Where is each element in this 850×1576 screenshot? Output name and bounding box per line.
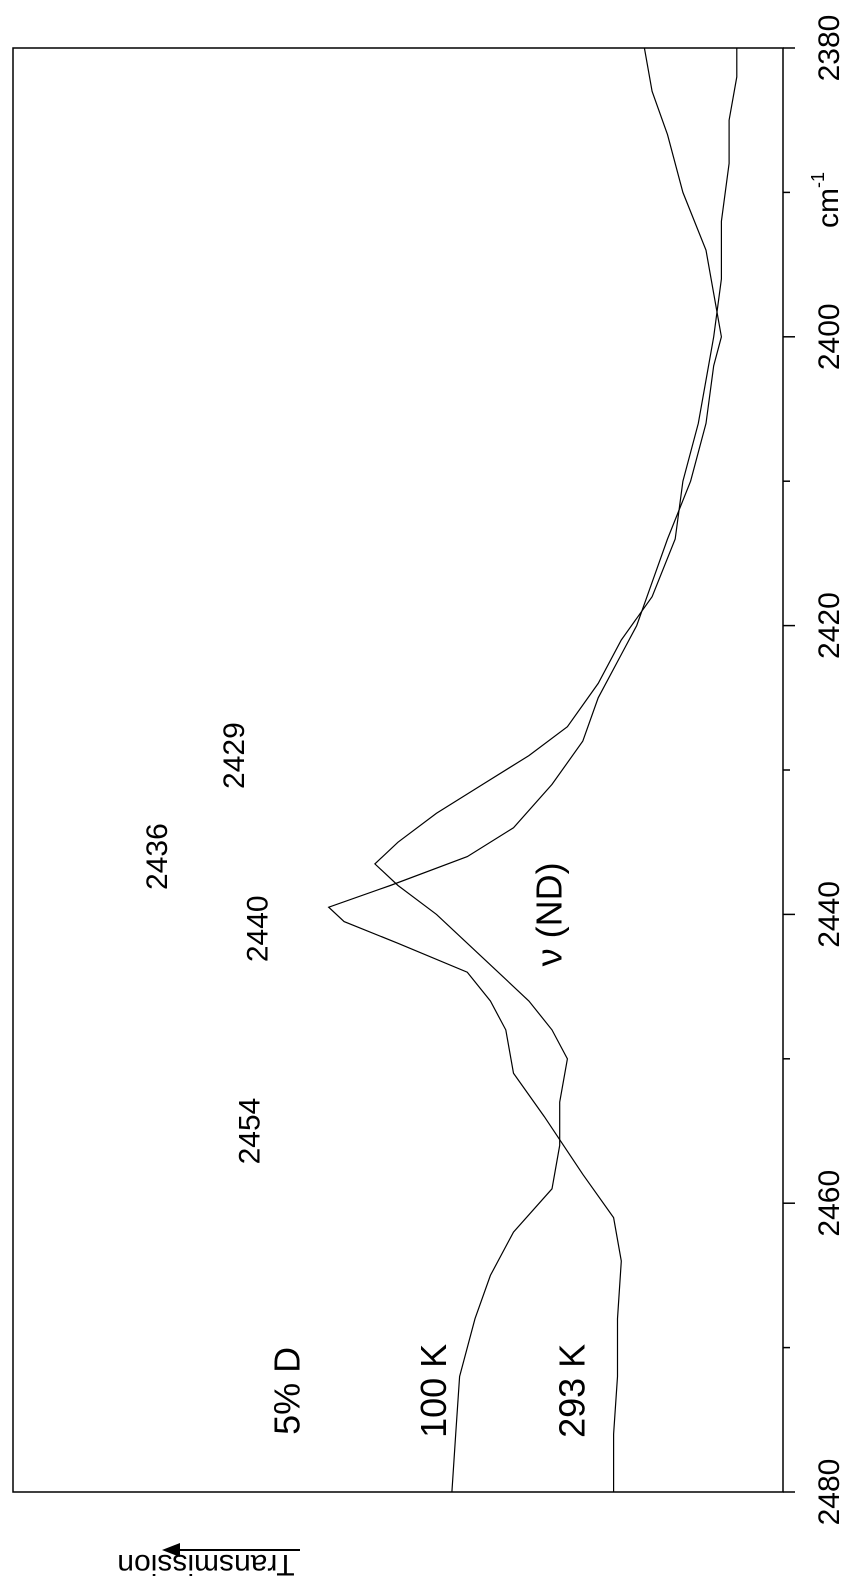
series-curves — [327, 47, 738, 1493]
series-line-1 — [374, 48, 738, 1493]
x-axis-ticks — [783, 47, 795, 1493]
y-axis-label-text: Transmission — [117, 1548, 294, 1576]
annotation-label: 2436 — [141, 823, 174, 890]
x-tick-label: 2480 — [813, 1459, 846, 1526]
annotations: 293 K 100 K 5% D ν (ND) 2440 2454 2436 2429 — [141, 722, 592, 1438]
annotation-label: 2454 — [234, 1098, 267, 1165]
x-tick-label: 2380 — [813, 15, 846, 82]
series-line-0 — [327, 47, 723, 1492]
y-axis-arrow — [162, 1543, 300, 1557]
annotation-label: ν (ND) — [529, 862, 570, 966]
y-axis-label: Transmission — [117, 1548, 294, 1576]
x-axis-tick-labels: 2480 2460 2440 2420 2400 2380 — [813, 15, 846, 1526]
x-axis-unit-sup: -1 — [808, 172, 828, 188]
annotation-label: 2440 — [241, 895, 274, 962]
x-tick-label: 2460 — [813, 1170, 846, 1237]
x-axis-label: cm-1 — [808, 172, 845, 228]
x-axis-unit-base: cm — [812, 188, 845, 228]
annotation-label: 2429 — [218, 722, 251, 789]
annotation-label: 100 K — [413, 1344, 454, 1438]
x-tick-label: 2440 — [813, 881, 846, 948]
x-tick-label: 2420 — [813, 592, 846, 659]
annotation-label: 293 K — [552, 1344, 593, 1438]
plot-frame — [12, 47, 784, 1493]
x-tick-label: 2400 — [813, 303, 846, 370]
svg-text:cm-1: cm-1 — [808, 172, 845, 228]
annotation-label: 5% D — [267, 1347, 308, 1435]
